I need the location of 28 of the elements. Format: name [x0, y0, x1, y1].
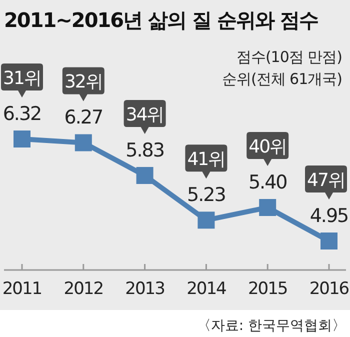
annotation: 47위: [307, 170, 345, 191]
data-label: 6.27: [64, 106, 103, 129]
chart-title: 2011~2016년 삶의 질 순위와 점수: [4, 8, 318, 32]
annotation: 41위: [187, 149, 226, 170]
x-tick-label: 2015: [248, 279, 288, 299]
x-tick-label: 2016: [309, 279, 349, 299]
point: [136, 166, 154, 184]
x-tick-label: 2014: [186, 279, 226, 299]
data-label: 6.32: [2, 103, 42, 125]
annotation: 31위: [3, 68, 41, 89]
point: [320, 232, 338, 250]
annotation: 32위: [64, 72, 102, 93]
x-tick-label: 2013: [125, 279, 165, 299]
point: [259, 198, 276, 216]
data-label: 4.95: [310, 205, 348, 227]
text: 〈자료: 한국무역협회〉: [196, 318, 346, 334]
data-label: 5.83: [126, 139, 164, 162]
point: [74, 134, 92, 152]
annotation: 40위: [248, 136, 287, 158]
point: [14, 130, 30, 148]
data-label: 5.23: [187, 184, 226, 206]
text: 순위(전체 61개국): [222, 70, 342, 88]
data-label: 5.40: [248, 171, 287, 194]
x-tick-label: 2012: [64, 279, 104, 299]
x-tick-label: 2011: [2, 279, 42, 299]
point: [198, 212, 215, 229]
text: 점수(10점 만점): [236, 48, 342, 66]
annotation: 34위: [126, 104, 164, 126]
